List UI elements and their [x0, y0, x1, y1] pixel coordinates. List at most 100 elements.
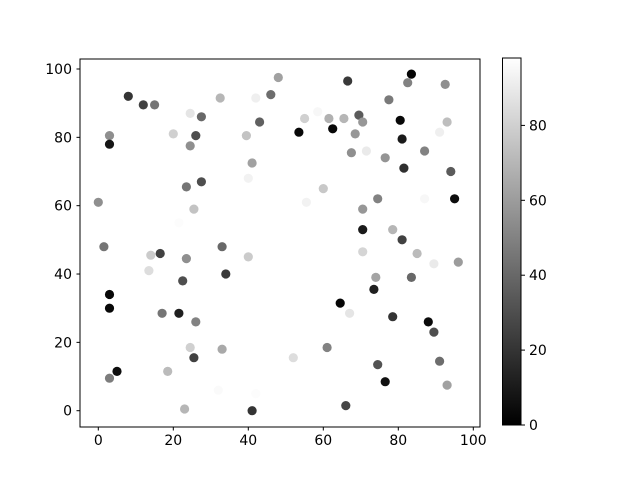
x-tick-label: 100 [460, 433, 487, 449]
scatter-point [358, 117, 368, 127]
scatter-point [358, 204, 368, 214]
colorbar-gradient [502, 58, 521, 425]
scatter-point [388, 312, 398, 322]
scatter-point [388, 225, 398, 235]
y-tick-label: 40 [54, 267, 72, 283]
scatter-point [273, 72, 283, 83]
scatter-point [380, 377, 390, 387]
scatter-point [380, 153, 390, 163]
scatter-point [294, 127, 304, 137]
scatter-point [429, 327, 439, 337]
scatter-point [266, 90, 276, 100]
scatter-point [301, 197, 311, 207]
scatter-point [373, 194, 383, 204]
scatter-point [185, 141, 195, 151]
scatter-point [217, 242, 227, 252]
scatter-point [313, 107, 323, 117]
scatter-point [423, 317, 433, 327]
scatter-point [189, 353, 199, 363]
scatter-point [112, 366, 122, 376]
scatter-point [346, 148, 356, 158]
scatter-point [138, 100, 148, 110]
scatter-point [251, 93, 261, 103]
colorbar-outline [502, 57, 522, 426]
scatter-point [442, 117, 452, 127]
scatter-point [123, 91, 133, 101]
scatter-point [339, 113, 349, 124]
scatter-point [453, 257, 463, 267]
scatter-point [399, 163, 409, 173]
scatter-point [180, 404, 190, 414]
scatter-point [429, 259, 439, 269]
scatter-point [322, 342, 332, 353]
scatter-point [345, 308, 355, 318]
colorbar-tick-label: 60 [529, 193, 547, 209]
scatter-point [361, 146, 371, 156]
x-tick-label: 60 [314, 433, 332, 449]
scatter-point [163, 366, 173, 376]
scatter-point [397, 235, 407, 245]
x-tick-label: 0 [94, 433, 103, 449]
scatter-points [93, 69, 463, 416]
scatter-point [420, 146, 430, 156]
scatter-point [189, 204, 199, 214]
scatter-point [185, 342, 195, 353]
scatter-point [104, 373, 115, 383]
scatter-point [328, 124, 338, 134]
scatter-point [185, 108, 195, 118]
scatter-point [157, 308, 167, 318]
scatter-point [213, 385, 223, 395]
scatter-point [150, 100, 160, 110]
scatter-point [104, 289, 115, 300]
scatter-point [440, 79, 450, 89]
scatter-point [99, 242, 109, 252]
scatter-point [104, 139, 115, 149]
scatter-point [288, 353, 298, 363]
scatter-point [435, 356, 445, 366]
scatter-point [371, 272, 381, 282]
scatter-point [191, 131, 201, 141]
y-tick-label: 100 [45, 62, 72, 78]
colorbar-tick-label: 20 [529, 343, 547, 359]
scatter-point [255, 117, 265, 127]
x-tick-label: 40 [239, 433, 257, 449]
scatter-point [343, 76, 353, 86]
scatter-point [243, 252, 253, 262]
scatter-point [243, 173, 253, 183]
scatter-point [369, 284, 379, 294]
scatter-point [403, 78, 413, 88]
scatter-point [406, 69, 416, 79]
scatter-point [178, 276, 188, 286]
scatter-point [215, 93, 225, 103]
scatter-point [196, 177, 206, 187]
scatter-point [373, 360, 383, 370]
x-tick-label: 80 [389, 433, 407, 449]
scatter-point [412, 248, 422, 259]
scatter-point [168, 129, 178, 139]
scatter-point [446, 166, 456, 177]
scatter-point [335, 298, 345, 308]
scatter-point [196, 112, 206, 122]
scatter-point [450, 194, 460, 204]
y-tick-label: 20 [54, 335, 72, 351]
scatter-point [241, 131, 251, 141]
scatter-point [247, 158, 257, 168]
scatter-point [395, 115, 405, 125]
scatter-point [358, 247, 368, 257]
scatter-point [221, 269, 231, 279]
plot-axes: 0 20 40 60 80 100 0 20 40 60 80 100 [45, 58, 487, 449]
y-tick-label: 60 [54, 199, 72, 215]
scatter-point [406, 272, 416, 282]
colorbar-tick-label: 40 [529, 268, 547, 284]
scatter-point [217, 344, 227, 354]
scatter-point [324, 113, 334, 124]
scatter-point [318, 184, 328, 194]
scatter-point [350, 129, 360, 139]
y-tick-label: 0 [63, 404, 72, 420]
scatter-point [442, 380, 452, 390]
scatter-point [358, 225, 368, 235]
scatter-point [144, 266, 154, 276]
scatter-point [181, 182, 191, 192]
scatter-point [397, 134, 407, 144]
